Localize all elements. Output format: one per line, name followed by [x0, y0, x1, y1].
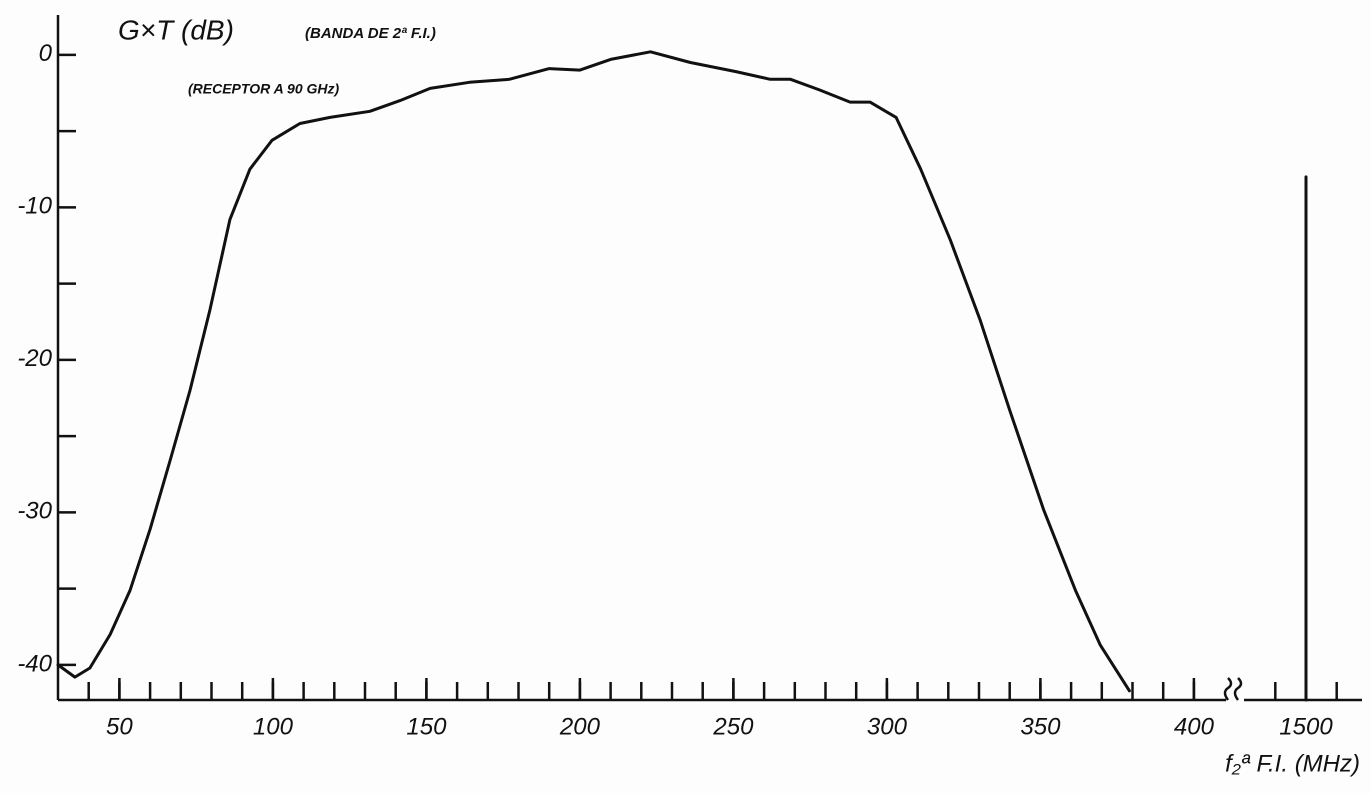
axis-break	[1223, 677, 1243, 701]
x-tick-label: 300	[867, 713, 908, 740]
chart-title: G×T (dB)	[118, 14, 234, 45]
y-tick-label: -10	[17, 193, 52, 220]
chart-subtitle: (BANDA DE 2ª F.I.)	[305, 25, 436, 42]
x-tick-label: 200	[559, 713, 601, 740]
x-tick-label: 50	[106, 713, 133, 740]
x-tick-label: 1500	[1279, 713, 1333, 740]
annotation: (RECEPTOR A 90 GHz)	[188, 81, 340, 97]
x-tick-label: 350	[1020, 713, 1061, 740]
x-axis-label: f₂ª F.I. (MHz)	[1225, 750, 1360, 777]
y-tick-label: -30	[17, 498, 52, 525]
line-series	[56, 50, 1131, 693]
x-tick-label: 250	[712, 713, 754, 740]
y-tick-label: 0	[39, 40, 53, 67]
x-tick-label: 400	[1174, 713, 1215, 740]
x-tick-label: 100	[253, 713, 294, 740]
x-tick-label: 150	[406, 713, 447, 740]
y-tick-label: -20	[17, 345, 52, 372]
y-tick-label: -40	[17, 650, 52, 677]
